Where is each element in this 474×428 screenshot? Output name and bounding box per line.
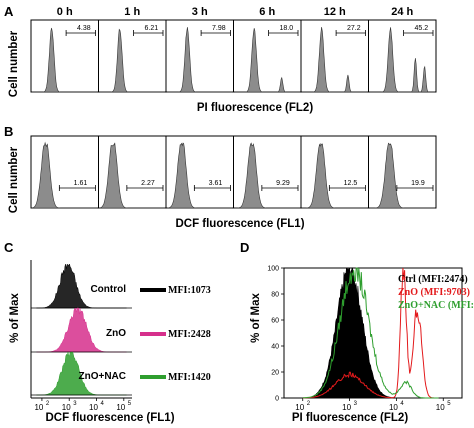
panel-c-mfi-swatch bbox=[140, 332, 166, 336]
panel-a-gate-value: 6.21 bbox=[144, 25, 158, 32]
panel-label-a: A bbox=[4, 4, 14, 19]
panel-c-x-tick-exponent: 4 bbox=[101, 401, 105, 407]
panel-d-x-tick-label: 10 bbox=[342, 403, 351, 412]
panel-c-mfi-label: MFI:1073 bbox=[168, 285, 211, 296]
panel-d-histogram-ctrl bbox=[311, 267, 402, 399]
panel-a-time-label: 3 h bbox=[192, 6, 208, 18]
panel-c-x-tick-label: 10 bbox=[89, 403, 98, 412]
panel-d-legend-entry: Ctrl (MFI:2474) bbox=[398, 274, 468, 285]
panel-d-y-tick-label: 20 bbox=[271, 370, 279, 377]
panel-c-xlabel: DCF fluorescence (FL1) bbox=[45, 412, 174, 424]
panel-a-histogram bbox=[32, 27, 98, 93]
panel-b-gate-value: 12.5 bbox=[344, 180, 358, 187]
panel-c-x-tick-exponent: 2 bbox=[46, 401, 50, 407]
panel-c-x-tick-exponent: 5 bbox=[128, 401, 132, 407]
panel-c-series-label: Control bbox=[90, 284, 126, 295]
panel-c-mfi-swatch bbox=[140, 375, 166, 379]
panel-d-xlabel: PI fluorescence (FL2) bbox=[292, 412, 408, 424]
panel-b-histogram bbox=[234, 142, 300, 209]
panel-b-frame bbox=[233, 135, 302, 209]
panel-b-gate-value: 1.61 bbox=[74, 180, 88, 187]
panel-d-histogram-zno bbox=[302, 267, 439, 399]
panel-d-x-tick-exponent: 5 bbox=[447, 401, 451, 407]
panel-d-x-tick-label: 10 bbox=[389, 403, 398, 412]
panel-d-x-tick-label: 10 bbox=[436, 403, 445, 412]
panel-d-y-tick-label: 80 bbox=[271, 292, 279, 299]
panel-label-d: D bbox=[240, 240, 249, 255]
panel-d-y-tick-label: 100 bbox=[267, 266, 279, 273]
panel-d-legend-entry: ZnO (MFI:9703) bbox=[398, 287, 470, 298]
panel-d-ylabel: % of Max bbox=[250, 292, 262, 342]
panel-a-time-label: 6 h bbox=[259, 6, 275, 18]
panel-a: 0 h 4.38 1 h 6.21 3 h 7.98 6 h 18.0 12 h27.2 24 h… bbox=[30, 6, 437, 93]
panel-a-histogram bbox=[167, 27, 233, 93]
panel-b-histogram bbox=[369, 142, 435, 209]
panel-a-gate-value: 45.2 bbox=[414, 25, 428, 32]
panel-d-x-tick-exponent: 3 bbox=[354, 401, 358, 407]
panel-label-c: C bbox=[4, 240, 14, 255]
panel-b-gate-value: 9.29 bbox=[276, 180, 290, 187]
panel-b-frame bbox=[368, 135, 437, 209]
panel-a-time-label: 12 h bbox=[324, 6, 346, 18]
panel-c: Control MFI:1073 ZnO MFI:2428 ZnO+NAC MFI:142… bbox=[30, 260, 211, 412]
panel-label-b: B bbox=[4, 124, 13, 139]
panel-b-histogram bbox=[31, 141, 98, 209]
panel-b-gate-value: 2.27 bbox=[141, 180, 155, 187]
panel-d-x-tick-exponent: 4 bbox=[400, 401, 404, 407]
panel-d-legend-entry: ZnO+NAC (MFI:5109) bbox=[398, 300, 474, 311]
panel-d-x-tick-label: 10 bbox=[295, 403, 304, 412]
panel-b-histogram bbox=[302, 142, 368, 209]
panel-c-x-tick-label: 10 bbox=[116, 403, 125, 412]
panel-d-y-tick-label: 60 bbox=[271, 318, 279, 325]
panel-c-series-label: ZnO+NAC bbox=[79, 371, 127, 382]
panel-a-gate-value: 4.38 bbox=[77, 25, 91, 32]
panel-c-mfi-label: MFI:2428 bbox=[168, 329, 211, 340]
panel-b-gate-value: 19.9 bbox=[411, 180, 425, 187]
panel-a-time-label: 0 h bbox=[57, 6, 73, 18]
panel-a-histogram bbox=[234, 28, 300, 93]
panel-c-x-tick-exponent: 3 bbox=[73, 401, 77, 407]
panel-c-x-tick-label: 10 bbox=[62, 403, 71, 412]
panel-d-y-tick-label: 40 bbox=[271, 344, 279, 351]
panel-d-x-tick-exponent: 2 bbox=[307, 401, 311, 407]
panel-c-x-tick-label: 10 bbox=[34, 403, 43, 412]
panel-b-xlabel: DCF fluorescence (FL1) bbox=[175, 218, 304, 230]
panel-c-mfi-swatch bbox=[140, 288, 166, 292]
panel-c-mfi-label: MFI:1420 bbox=[168, 372, 211, 383]
panel-a-time-label: 24 h bbox=[391, 6, 413, 18]
panel-b: 1.61 2.27 3.61 9.29 12.5 19.9 bbox=[30, 135, 437, 209]
panel-c-ylabel: % of Max bbox=[9, 292, 21, 342]
panel-d-y-tick-label: 0 bbox=[275, 396, 279, 403]
panel-d-histogram-zno-nac bbox=[302, 267, 439, 399]
panel-b-gate-value: 3.61 bbox=[209, 180, 223, 187]
panel-c-series-label: ZnO bbox=[106, 328, 126, 339]
panel-a-gate-value: 7.98 bbox=[212, 25, 226, 32]
panel-a-xlabel: PI fluorescence (FL2) bbox=[197, 102, 313, 114]
panel-a-gate-value: 27.2 bbox=[347, 25, 361, 32]
panel-a-histogram bbox=[302, 26, 368, 93]
panel-a-ylabel: Cell number bbox=[8, 30, 20, 97]
panel-b-ylabel: Cell number bbox=[8, 146, 20, 213]
panel-a-histogram bbox=[369, 27, 435, 93]
panel-a-time-label: 1 h bbox=[124, 6, 140, 18]
panel-b-histogram bbox=[99, 142, 165, 209]
panel-a-gate-value: 18.0 bbox=[279, 25, 293, 32]
panel-a-histogram bbox=[99, 28, 165, 93]
panel-b-histogram bbox=[166, 142, 233, 209]
panel-b-frame bbox=[300, 135, 369, 209]
